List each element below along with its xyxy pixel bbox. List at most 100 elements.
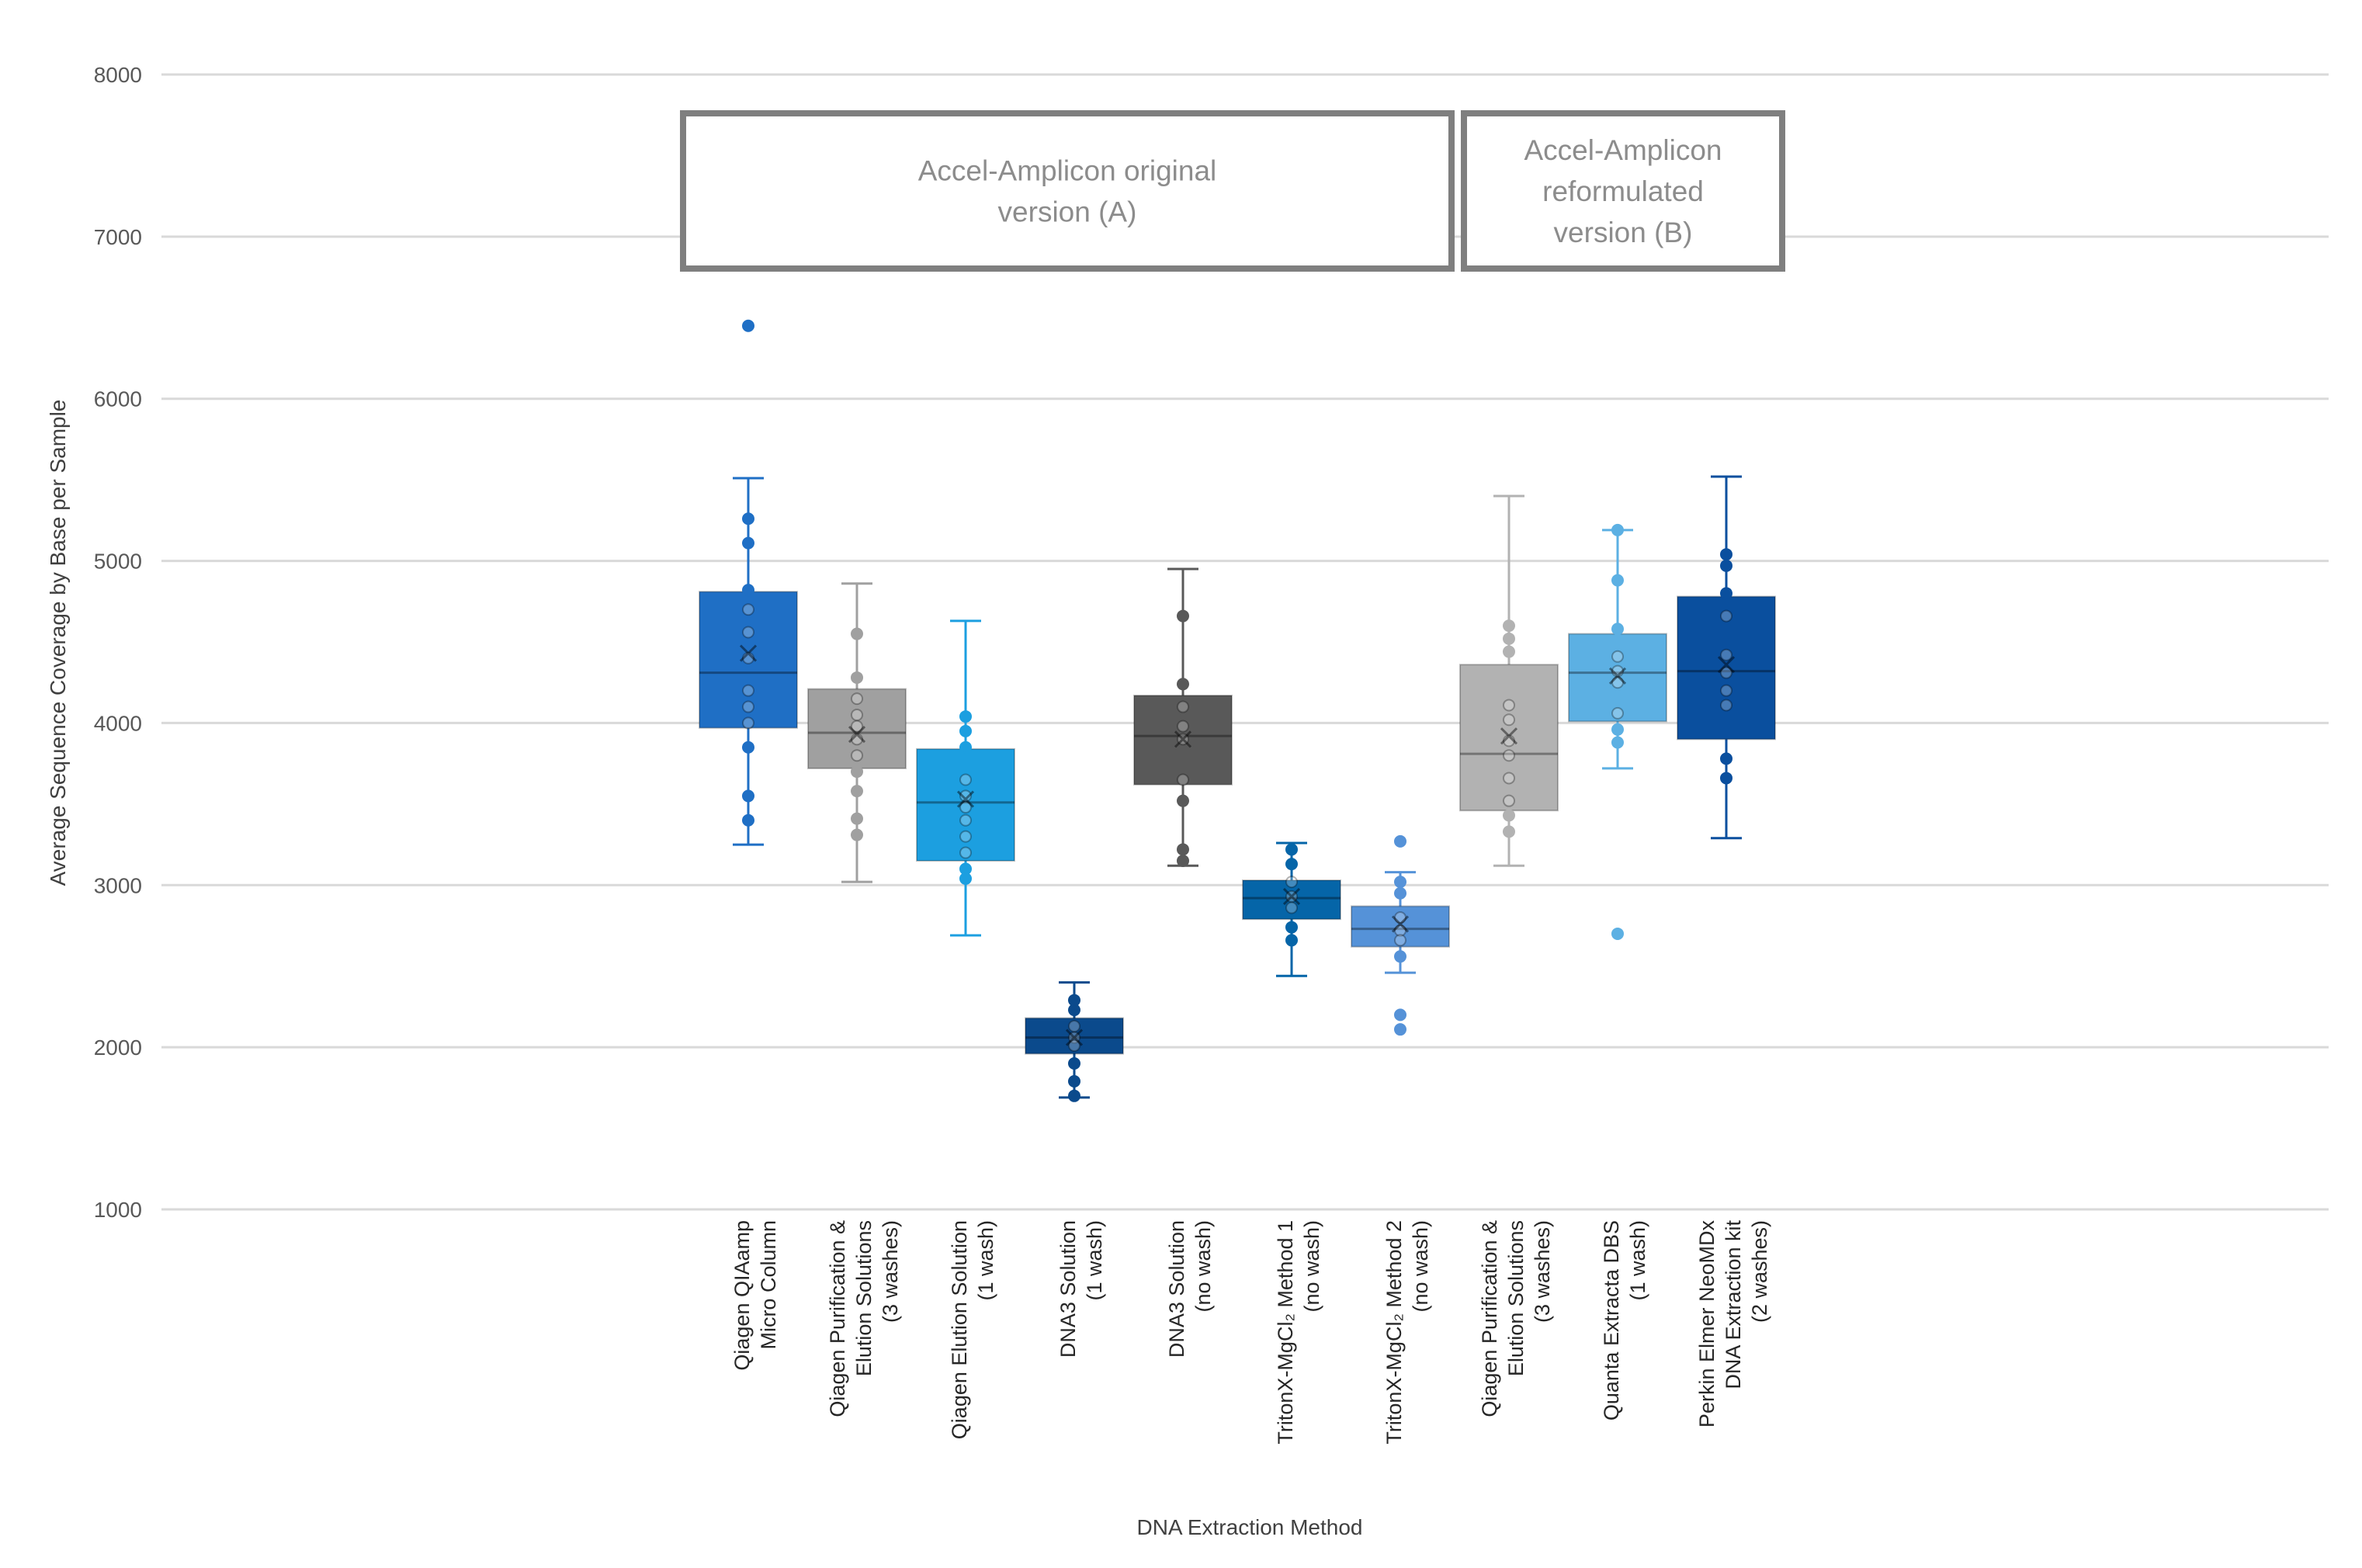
data-point [1177, 609, 1189, 623]
data-point [1394, 876, 1406, 889]
data-point [1285, 890, 1298, 903]
data-point [1503, 749, 1515, 762]
data-point [1068, 1039, 1080, 1053]
y-tick-label: 1000 [94, 1198, 142, 1222]
data-point [851, 692, 863, 706]
data-point [1611, 927, 1624, 940]
x-category-label: Elution Solutions [852, 1220, 876, 1376]
mean-marker [1174, 730, 1192, 748]
box-body [807, 688, 907, 769]
mean-marker [1500, 727, 1518, 745]
box-1 [699, 319, 798, 846]
data-point [1394, 911, 1406, 924]
x-category-label: DNA Extraction kit [1722, 1220, 1745, 1389]
y-axis: 1000 2000 3000 4000 5000 6000 7000 8000 [94, 63, 142, 1222]
x-category-label: Elution Solutions [1504, 1220, 1528, 1376]
mean-marker [739, 644, 758, 662]
x-category-label: (3 washes) [1531, 1220, 1554, 1323]
x-category-label: Quanta Extracta DBS [1600, 1220, 1623, 1421]
data-point [1285, 901, 1298, 914]
x-category-label: (no wash) [1409, 1220, 1432, 1313]
data-point [851, 785, 863, 798]
data-point [1611, 706, 1624, 720]
box-body [1568, 633, 1667, 723]
data-point [742, 603, 754, 616]
mean-marker [956, 790, 975, 808]
data-point [742, 536, 754, 550]
data-point [959, 846, 972, 859]
box-body [1677, 595, 1776, 741]
box-4 [1025, 981, 1124, 1102]
data-point [1068, 1019, 1080, 1032]
data-point [1720, 648, 1732, 661]
data-point [1720, 609, 1732, 623]
data-point [1503, 645, 1515, 658]
x-axis-title: DNA Extraction Method [1136, 1515, 1362, 1539]
data-point [1285, 934, 1298, 947]
data-point [1611, 664, 1624, 678]
data-point [742, 626, 754, 639]
data-point [851, 828, 863, 841]
data-point [1503, 734, 1515, 748]
data-point [1720, 587, 1732, 600]
group-label-text: Accel-Amplicon original [918, 155, 1217, 187]
data-point [1720, 772, 1732, 785]
data-point [1720, 699, 1732, 712]
x-category-label: DNA3 Solution [1165, 1220, 1188, 1358]
box-3 [916, 619, 1015, 937]
box-5 [1133, 567, 1233, 867]
data-point [742, 319, 754, 332]
data-point [1720, 684, 1732, 697]
data-point [851, 720, 863, 733]
data-point [959, 741, 972, 754]
data-point [1177, 843, 1189, 856]
x-category-label: DNA3 Solution [1056, 1220, 1080, 1358]
data-point [742, 584, 754, 597]
x-category-label: Qiagen Purification & [826, 1220, 849, 1417]
box-10 [1677, 475, 1776, 840]
data-point [742, 651, 754, 664]
group-frame [1461, 110, 1785, 272]
data-point [1177, 700, 1189, 713]
data-point [1177, 794, 1189, 807]
y-tick-label: 7000 [94, 225, 142, 249]
data-point [1720, 666, 1732, 679]
y-axis-title: Average Sequence Coverage by Base per Sa… [46, 400, 70, 886]
box-body [1133, 694, 1233, 786]
data-point [1611, 723, 1624, 736]
data-point [1068, 1089, 1080, 1102]
data-point [959, 801, 972, 814]
data-point [742, 789, 754, 803]
group-label-text: version (B) [1554, 217, 1693, 248]
mean-marker [1391, 915, 1410, 933]
data-point [851, 671, 863, 684]
x-category-label: (no wash) [1300, 1220, 1323, 1313]
x-category-label: (1 wash) [1083, 1220, 1106, 1301]
data-point [1394, 934, 1406, 947]
box-9 [1568, 523, 1667, 940]
data-point [1611, 574, 1624, 587]
x-category-label: Micro Column [757, 1220, 780, 1350]
box-6 [1242, 841, 1341, 977]
x-category-label: Qiagen Elution Solution [948, 1220, 971, 1439]
box-series [699, 319, 1776, 1102]
data-point [1068, 1031, 1080, 1044]
data-point [959, 872, 972, 885]
data-point [851, 749, 863, 762]
data-point [1720, 548, 1732, 561]
data-point [742, 716, 754, 730]
data-point [1611, 736, 1624, 749]
data-point [1394, 886, 1406, 900]
data-point [742, 700, 754, 713]
data-point [1503, 699, 1515, 712]
group-label-box-2: Accel-Amplicon reformulated version (B) [1461, 110, 1785, 272]
box-8 [1459, 494, 1559, 867]
data-point [1285, 843, 1298, 856]
mean-marker [1065, 1029, 1084, 1046]
group-label-text: Accel-Amplicon [1524, 134, 1722, 166]
box-body [1459, 664, 1559, 812]
mean-marker [848, 725, 866, 744]
data-point [1503, 809, 1515, 822]
